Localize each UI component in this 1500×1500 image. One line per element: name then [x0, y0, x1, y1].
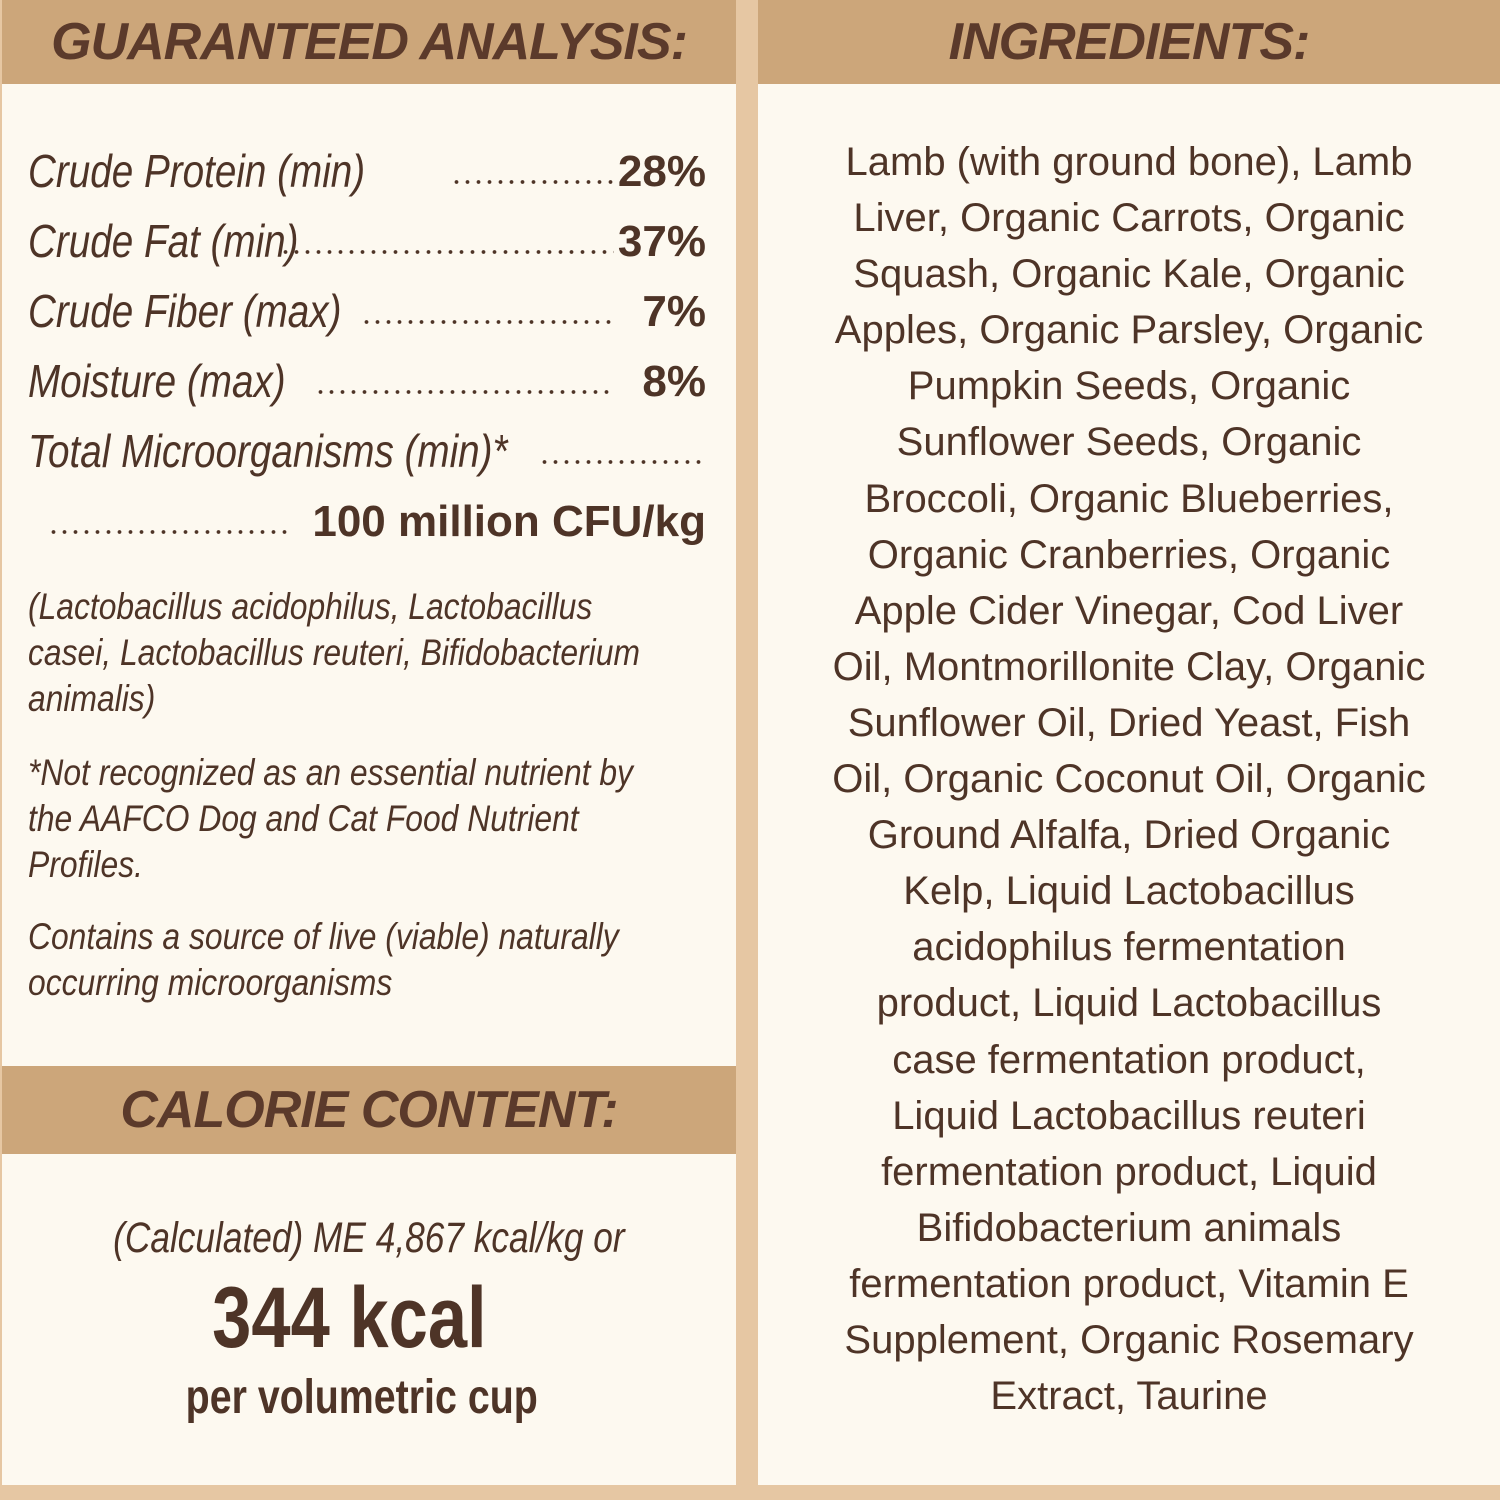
ingredient-line: Extract, Taurine	[990, 1374, 1268, 1419]
ingredient-line: Apples, Organic Parsley, Organic	[834, 308, 1424, 353]
note-line: (Lactobacillus acidophilus, Lactobacillu…	[28, 586, 593, 627]
ingredients-panel: INGREDIENTS: Lamb (with ground bone), La…	[758, 0, 1500, 1485]
analysis-label: Total Microorganisms (min)*	[28, 425, 508, 477]
calorie-calculated: (Calculated) ME 4,867 kcal/kg or	[2, 1214, 736, 1263]
note-line: occurring microorganisms	[28, 962, 393, 1003]
analysis-row-protein: Crude Protein (min) 28%	[28, 134, 706, 194]
analysis-value: 37%	[617, 217, 706, 266]
ingredient-line: case fermentation product,	[892, 1037, 1366, 1082]
ingredient-line: Lamb (with ground bone), Lamb	[845, 140, 1413, 184]
analysis-row-microorganisms: Total Microorganisms (min)*	[28, 414, 706, 474]
dot-leader	[314, 388, 613, 396]
analysis-label: Moisture (max)	[28, 355, 286, 407]
species-note: (Lactobacillus acidophilus, Lactobacillu…	[28, 584, 728, 722]
analysis-label: Crude Protein (min)	[28, 145, 366, 197]
ingredients-header: INGREDIENTS:	[758, 0, 1500, 84]
calorie-per-cup-value: 344 kcal	[2, 1270, 696, 1366]
ingredient-line: Liquid Lactobacillus reuteri	[892, 1093, 1366, 1138]
analysis-label: Crude Fat (min)	[28, 215, 299, 267]
ingredient-line: Sunflower Seeds, Organic	[896, 420, 1362, 465]
ingredient-line: Ground Alfalfa, Dried Organic	[867, 813, 1391, 858]
analysis-label: Crude Fiber (max)	[28, 285, 342, 337]
ingredient-line: Organic Cranberries, Organic	[867, 532, 1391, 577]
ingredient-line: Pumpkin Seeds, Organic	[907, 364, 1351, 409]
note-line: *Not recognized as an essential nutrient…	[28, 752, 633, 793]
ingredient-line: Liver, Organic Carrots, Organic	[853, 196, 1405, 241]
ingredients-title: INGREDIENTS:	[948, 13, 1311, 71]
ingredient-line: fermentation product, Vitamin E	[849, 1261, 1409, 1306]
aafco-note: *Not recognized as an essential nutrient…	[28, 750, 728, 888]
ingredient-line: Broccoli, Organic Blueberries,	[864, 476, 1394, 521]
note-line: the AAFCO Dog and Cat Food Nutrient	[28, 798, 579, 839]
dot-leader	[451, 178, 614, 186]
ingredient-line: Oil, Organic Coconut Oil, Organic	[832, 757, 1426, 802]
calorie-per-cup-unit: per volumetric cup	[2, 1370, 722, 1425]
ingredient-line: Supplement, Organic Rosemary	[844, 1317, 1414, 1362]
analysis-row-moisture: Moisture (max) 8%	[28, 344, 706, 404]
calorie-content-title: CALORIE CONTENT:	[120, 1081, 618, 1139]
guaranteed-analysis-header: GUARANTEED ANALYSIS:	[2, 0, 736, 84]
analysis-value: 7%	[642, 287, 706, 336]
live-microorganisms-note: Contains a source of live (viable) natur…	[28, 914, 728, 1006]
calorie-per-cup-value-text: 344 kcal	[211, 1270, 487, 1366]
dot-leader	[538, 458, 702, 466]
ingredients-list: Lamb (with ground bone), Lamb Liver, Orga…	[772, 134, 1486, 1424]
ingredient-line: Sunflower Oil, Dried Yeast, Fish	[847, 700, 1411, 745]
dot-leader	[280, 248, 614, 256]
note-line: Profiles.	[28, 844, 143, 885]
ingredient-line: Kelp, Liquid Lactobacillus	[903, 869, 1355, 914]
ingredient-line: Bifidobacterium animals	[916, 1205, 1342, 1250]
analysis-value: 28%	[617, 147, 706, 196]
calorie-per-cup-unit-text: per volumetric cup	[185, 1371, 539, 1424]
calorie-content-header: CALORIE CONTENT:	[2, 1066, 736, 1154]
ingredient-line: Oil, Montmorillonite Clay, Organic	[832, 644, 1426, 689]
ingredient-line: product, Liquid Lactobacillus	[876, 981, 1382, 1026]
dot-leader	[361, 318, 613, 326]
note-line: casei, Lactobacillus reuteri, Bifidobact…	[28, 632, 640, 673]
ingredient-line: Squash, Organic Kale, Organic	[853, 252, 1405, 297]
analysis-row-fat: Crude Fat (min) 37%	[28, 204, 706, 264]
dot-leader	[48, 528, 289, 536]
analysis-row-fiber: Crude Fiber (max) 7%	[28, 274, 706, 334]
ingredient-line: fermentation product, Liquid	[881, 1149, 1377, 1194]
analysis-row-cfu: 100 million CFU/kg	[48, 484, 706, 544]
guaranteed-analysis-panel: GUARANTEED ANALYSIS: Crude Protein (min)…	[2, 0, 736, 1485]
note-line: Contains a source of live (viable) natur…	[28, 916, 619, 957]
note-line: animalis)	[28, 678, 156, 719]
analysis-value: 8%	[642, 357, 706, 406]
analysis-value: 100 million CFU/kg	[312, 497, 706, 546]
guaranteed-analysis-title: GUARANTEED ANALYSIS:	[51, 13, 688, 71]
calorie-calculated-text: (Calculated) ME 4,867 kcal/kg or	[113, 1214, 625, 1262]
ingredient-line: acidophilus fermentation	[912, 925, 1346, 970]
ingredient-line: Apple Cider Vinegar, Cod Liver	[854, 588, 1404, 633]
